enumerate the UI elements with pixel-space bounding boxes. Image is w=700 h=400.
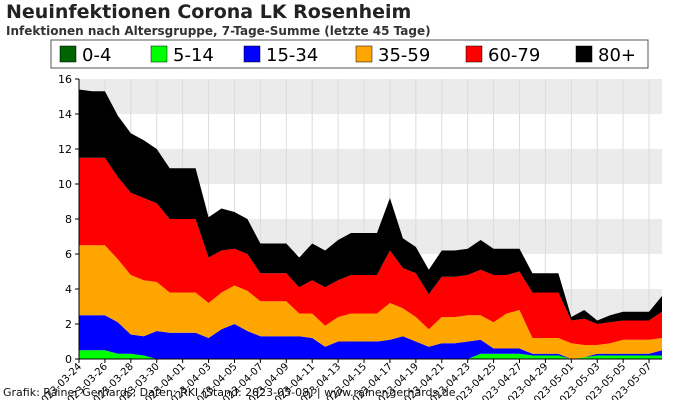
legend-swatch (355, 45, 373, 63)
legend-box (50, 39, 649, 69)
legend-swatch (243, 45, 261, 63)
chart-title: Neuinfektionen Corona LK Rosenheim (6, 1, 412, 23)
grid-band (79, 79, 662, 114)
legend-label: 80+ (598, 45, 636, 66)
chart-subtitle: Infektionen nach Altersgruppe, 7-Tage-Su… (6, 24, 431, 38)
area-series-60-79 (79, 157, 662, 345)
legend-swatch (150, 45, 168, 63)
y-tick-label: 4 (65, 283, 72, 296)
legend-swatch (465, 45, 483, 63)
chart-credit: Grafik: Rainer Gerhards, Daten: RKI (Sta… (3, 386, 456, 399)
y-tick-label: 6 (65, 248, 72, 261)
y-tick-label: 16 (58, 73, 72, 86)
y-tick-label: 14 (58, 108, 72, 121)
legend-label: 0-4 (82, 45, 111, 66)
legend-label: 60-79 (488, 45, 540, 66)
legend-swatch (59, 45, 77, 63)
y-tick-label: 2 (65, 318, 72, 331)
area-series-80plus (79, 89, 662, 324)
y-tick-label: 12 (58, 143, 72, 156)
legend-label: 15-34 (266, 45, 318, 66)
area-series-35-59 (79, 245, 662, 359)
y-tick-label: 10 (58, 178, 72, 191)
legend-swatch (575, 45, 593, 63)
area-series-5-14 (79, 350, 662, 359)
legend-label: 5-14 (173, 45, 214, 66)
y-tick-label: 8 (65, 213, 72, 226)
y-tick-label: 0 (65, 353, 72, 366)
legend-label: 35-59 (378, 45, 430, 66)
area-series-15-34 (79, 315, 662, 359)
grid-band (79, 114, 662, 149)
